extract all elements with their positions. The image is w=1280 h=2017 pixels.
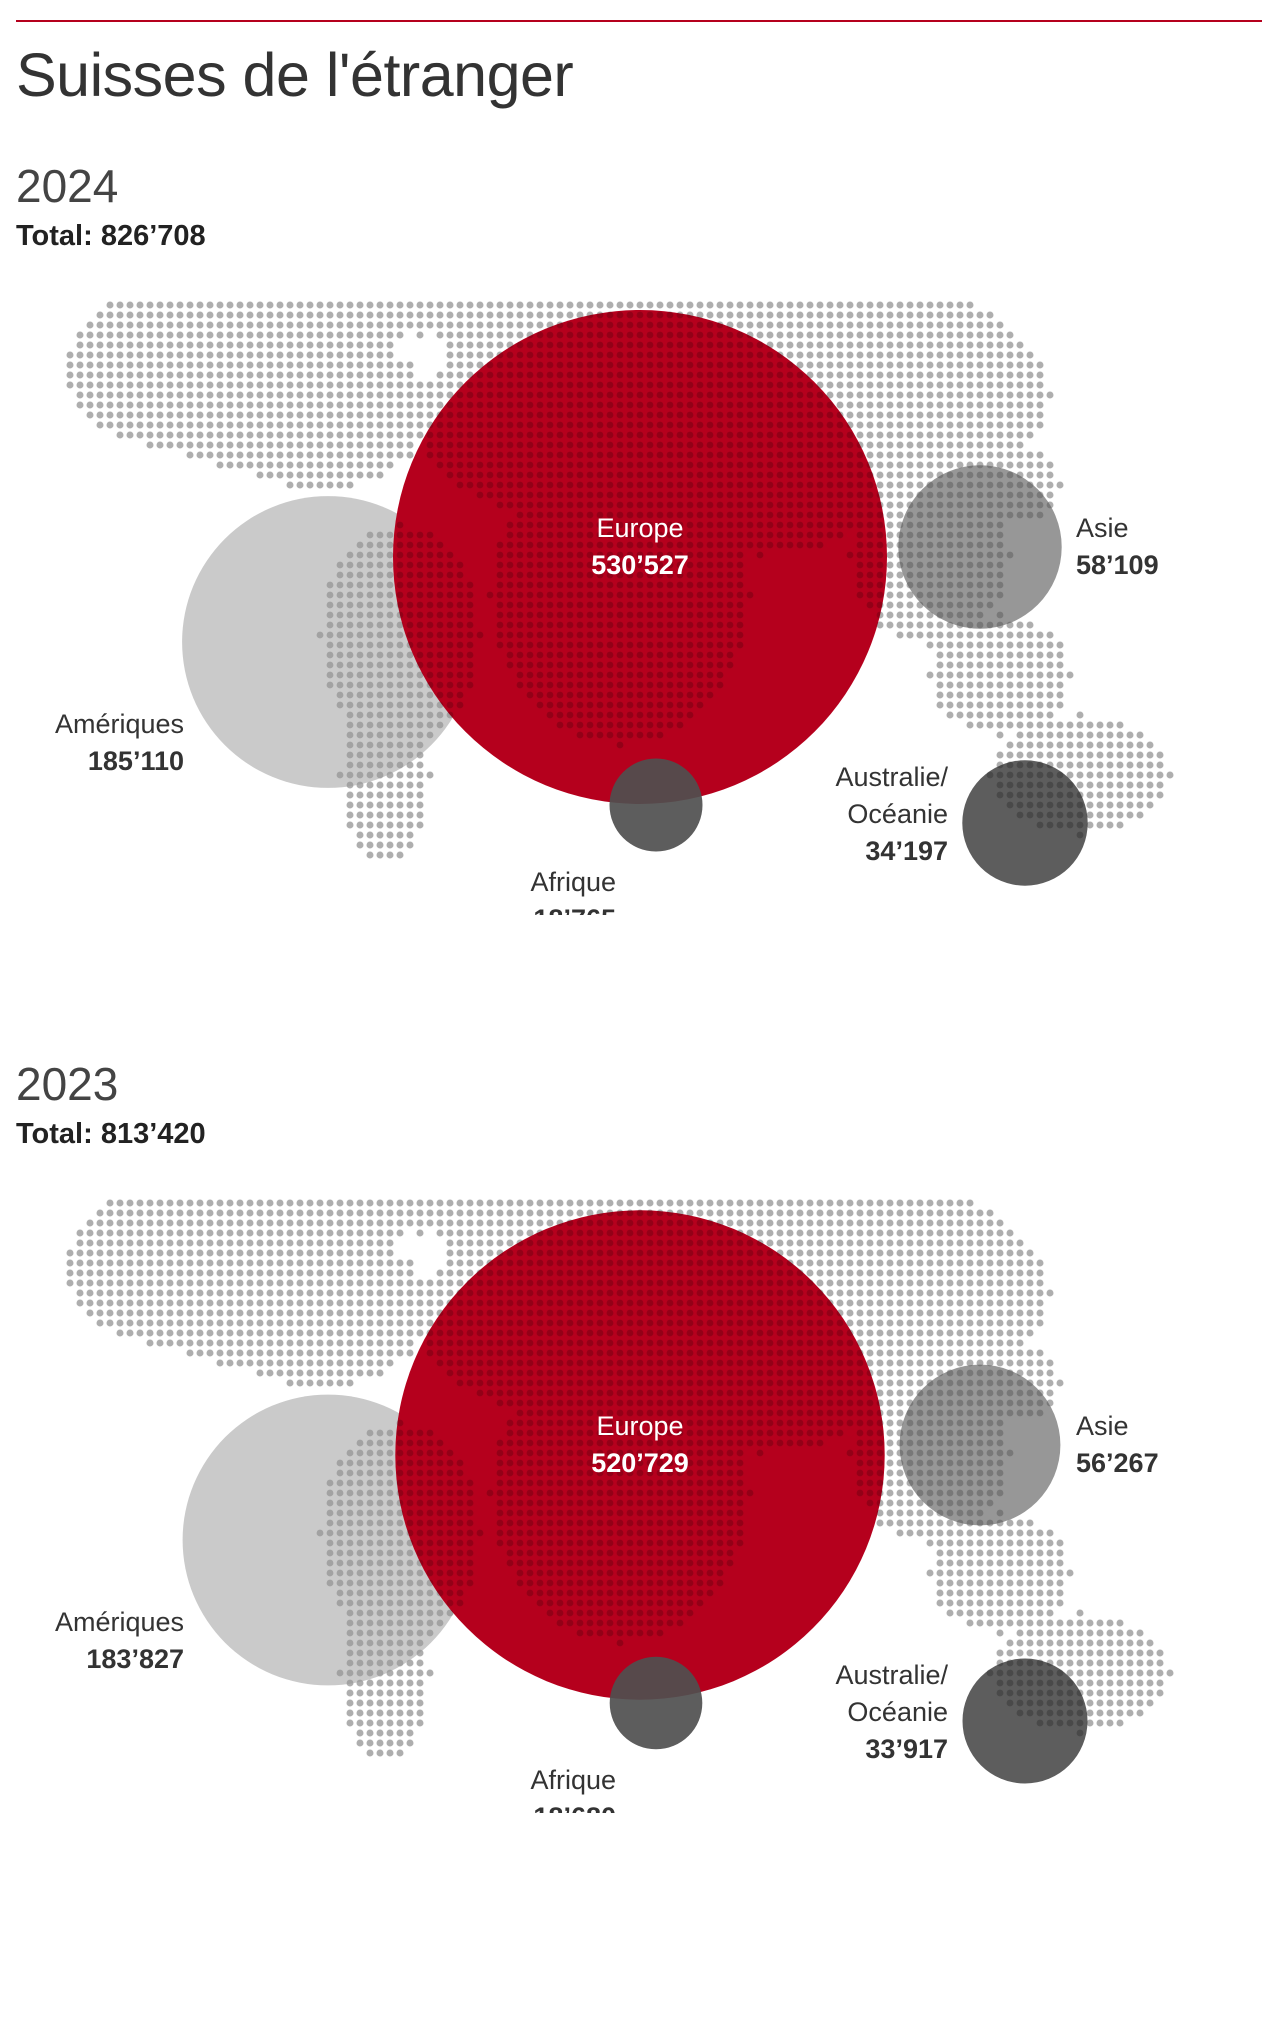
region-name: Asie: [1076, 1411, 1129, 1441]
region-value: 183’827: [86, 1644, 184, 1674]
bubble-asie: [899, 1364, 1061, 1526]
bubble-europe: [393, 310, 887, 804]
chart-2023: 2023 Total: 813’420 Europe 520’729 Amériqu…: [0, 1053, 1280, 1813]
label-afrique: Afrique 18’680: [530, 1765, 616, 1813]
region-name: Australie/: [835, 762, 948, 792]
region-name: Amériques: [55, 709, 184, 739]
region-name: Afrique: [530, 867, 616, 897]
bubble-texture: [66, 301, 1174, 859]
label-oceanie: Australie/Océanie 33’917: [835, 1660, 948, 1764]
chart-2024: 2024 Total: 826’708 Europe 530’527 Amériqu…: [0, 155, 1280, 915]
label-ameriques: Amériques 183’827: [55, 1607, 184, 1674]
total-label: Total: 813’420: [16, 1118, 206, 1150]
top-rule: [16, 20, 1262, 22]
bubble-texture: [66, 1199, 1174, 1757]
region-name: Australie/: [835, 1660, 948, 1690]
region-value: 56’267: [1076, 1448, 1159, 1478]
region-value: 520’729: [591, 1448, 689, 1478]
region-name: Afrique: [530, 1765, 616, 1795]
bubble-oceanie: [962, 1658, 1088, 1784]
bubble-afrique: [609, 758, 703, 852]
bubble-asie: [898, 465, 1062, 629]
region-name: Europe: [596, 513, 683, 543]
world-bubble-map: Europe520’729Amériques183’827Asie56’267A…: [55, 1199, 1174, 1813]
world-bubble-map: Europe530’527Amériques185’110Asie58’109A…: [55, 301, 1174, 915]
region-name: Asie: [1076, 513, 1129, 543]
region-name: Amériques: [55, 1607, 184, 1637]
region-value: 34’197: [865, 836, 948, 866]
bubble-europe: [395, 1210, 885, 1700]
bubble-afrique: [609, 1656, 703, 1750]
year-heading: 2023: [16, 1058, 119, 1110]
label-asie: Asie 56’267: [1076, 1411, 1159, 1478]
region-value: 58’109: [1076, 550, 1159, 580]
region-name: Océanie: [847, 1697, 948, 1727]
label-ameriques: Amériques 185’110: [55, 709, 184, 776]
region-value: 185’110: [88, 746, 184, 776]
region-name: Europe: [596, 1411, 683, 1441]
year-heading: 2024: [16, 160, 119, 212]
region-value: 18’765: [533, 904, 616, 915]
label-europe: Europe 520’729: [591, 1411, 689, 1478]
label-asie: Asie 58’109: [1076, 513, 1159, 580]
region-value: 530’527: [591, 550, 689, 580]
total-label: Total: 826’708: [16, 220, 206, 252]
label-oceanie: Australie/Océanie 34’197: [835, 762, 948, 866]
page-title: Suisses de l'étranger: [16, 41, 574, 109]
label-afrique: Afrique 18’765: [530, 867, 616, 915]
bubble-oceanie: [962, 760, 1088, 886]
region-value: 33’917: [865, 1734, 948, 1764]
region-name: Océanie: [847, 799, 948, 829]
label-europe: Europe 530’527: [591, 513, 689, 580]
region-value: 18’680: [533, 1802, 616, 1813]
